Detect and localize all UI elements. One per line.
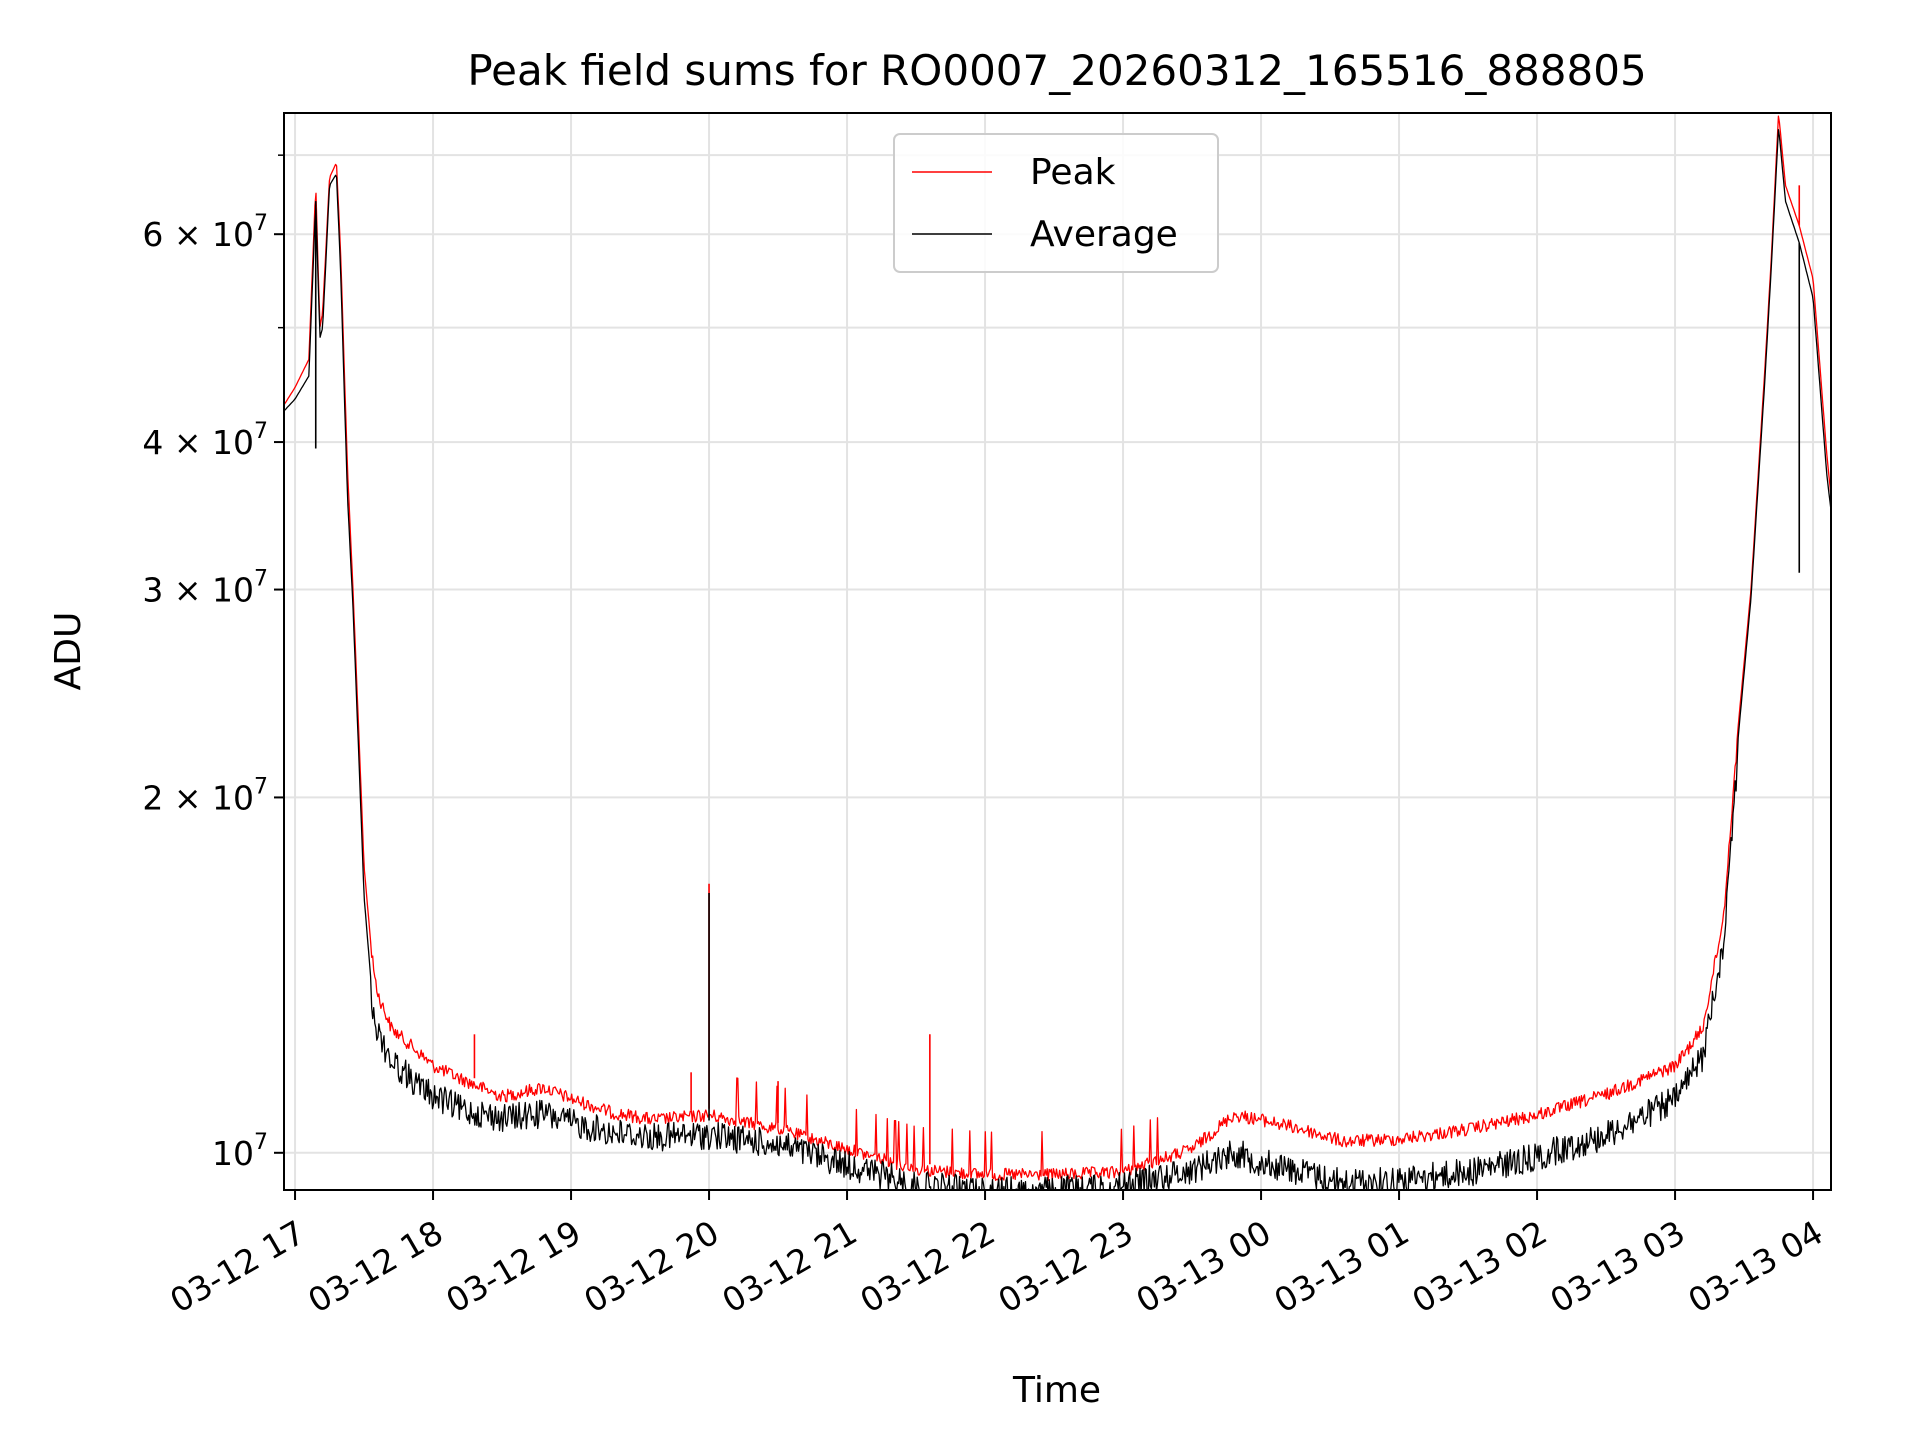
y-tick-exponent: 7 (254, 567, 268, 592)
legend-box (893, 133, 1219, 273)
y-tick-label: 6 × 107 (142, 211, 268, 254)
y-tick-label: 2 × 107 (142, 774, 268, 817)
y-tick-base: 4 × 10 (142, 423, 254, 462)
y-axis-label: ADU (48, 612, 89, 691)
y-tick-exponent: 7 (254, 419, 268, 444)
chart-title: Peak field sums for RO0007_20260312_1655… (467, 46, 1646, 95)
series-line-peak (284, 115, 1831, 1181)
y-tick-label: 3 × 107 (142, 567, 268, 610)
y-tick-label: 107 (212, 1130, 268, 1173)
y-tick-base: 3 × 10 (142, 571, 254, 610)
series-line-average (284, 129, 1831, 1190)
y-tick-base: 10 (212, 1134, 254, 1173)
x-axis-label: Time (1012, 1370, 1101, 1411)
y-tick-exponent: 7 (254, 774, 268, 799)
legend: Peak Average (893, 133, 1219, 273)
legend-label-average: Average (1030, 214, 1178, 255)
legend-label-peak: Peak (1030, 152, 1116, 193)
y-tick-label: 4 × 107 (142, 419, 268, 462)
y-tick-exponent: 7 (254, 1130, 268, 1155)
y-tick-exponent: 7 (254, 211, 268, 236)
y-tick-base: 2 × 10 (142, 778, 254, 817)
plot-frame (283, 112, 1832, 1191)
grid (284, 113, 1831, 1190)
series-layer (284, 115, 1831, 1190)
y-tick-base: 6 × 10 (142, 215, 254, 254)
